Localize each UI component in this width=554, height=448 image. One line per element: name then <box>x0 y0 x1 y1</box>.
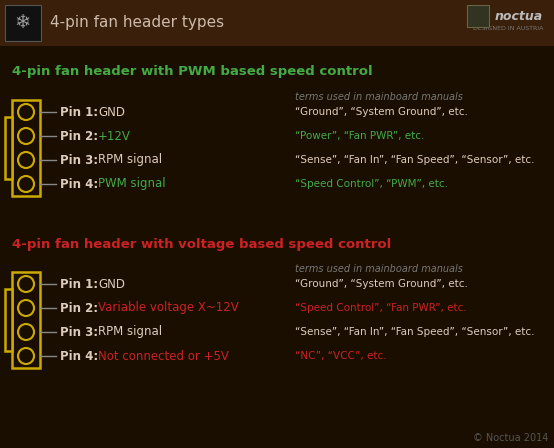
Text: DESIGNED IN AUSTRIA: DESIGNED IN AUSTRIA <box>473 26 543 30</box>
FancyBboxPatch shape <box>5 5 41 41</box>
Text: Pin 4:: Pin 4: <box>60 177 98 190</box>
Text: 4-pin fan header with PWM based speed control: 4-pin fan header with PWM based speed co… <box>12 65 373 78</box>
Text: noctua: noctua <box>495 9 543 22</box>
Circle shape <box>18 324 34 340</box>
Circle shape <box>18 176 34 192</box>
Circle shape <box>18 348 34 364</box>
Circle shape <box>18 152 34 168</box>
Text: +12V: +12V <box>98 129 131 142</box>
FancyBboxPatch shape <box>5 289 12 351</box>
Circle shape <box>18 104 34 120</box>
Text: Variable voltage X~12V: Variable voltage X~12V <box>98 302 239 314</box>
Text: PWM signal: PWM signal <box>98 177 166 190</box>
Text: GND: GND <box>98 105 125 119</box>
Text: 4-pin fan header with voltage based speed control: 4-pin fan header with voltage based spee… <box>12 238 391 251</box>
FancyBboxPatch shape <box>5 117 12 179</box>
Text: terms used in mainboard manuals: terms used in mainboard manuals <box>295 92 463 102</box>
Text: Pin 2:: Pin 2: <box>60 129 98 142</box>
Text: “Speed Control”, “PWM”, etc.: “Speed Control”, “PWM”, etc. <box>295 179 448 189</box>
Text: “Sense”, “Fan In”, “Fan Speed”, “Sensor”, etc.: “Sense”, “Fan In”, “Fan Speed”, “Sensor”… <box>295 327 535 337</box>
FancyBboxPatch shape <box>0 0 554 46</box>
Text: Pin 1:: Pin 1: <box>60 277 98 290</box>
Text: 4-pin fan header types: 4-pin fan header types <box>50 16 224 30</box>
Text: Pin 4:: Pin 4: <box>60 349 98 362</box>
FancyBboxPatch shape <box>12 272 40 368</box>
Text: RPM signal: RPM signal <box>98 154 162 167</box>
Text: Pin 3:: Pin 3: <box>60 326 98 339</box>
Text: “Ground”, “System Ground”, etc.: “Ground”, “System Ground”, etc. <box>295 107 468 117</box>
Text: Pin 3:: Pin 3: <box>60 154 98 167</box>
Text: Pin 1:: Pin 1: <box>60 105 98 119</box>
Text: “Speed Control”, “Fan PWR”, etc.: “Speed Control”, “Fan PWR”, etc. <box>295 303 467 313</box>
Text: GND: GND <box>98 277 125 290</box>
Text: “NC”, “VCC”, etc.: “NC”, “VCC”, etc. <box>295 351 387 361</box>
Text: © Noctua 2014: © Noctua 2014 <box>473 433 548 443</box>
Text: Not connected or +5V: Not connected or +5V <box>98 349 229 362</box>
Text: ❄: ❄ <box>15 13 31 33</box>
Text: “Sense”, “Fan In”, “Fan Speed”, “Sensor”, etc.: “Sense”, “Fan In”, “Fan Speed”, “Sensor”… <box>295 155 535 165</box>
Text: terms used in mainboard manuals: terms used in mainboard manuals <box>295 264 463 274</box>
FancyBboxPatch shape <box>12 100 40 196</box>
Circle shape <box>18 300 34 316</box>
Text: “Ground”, “System Ground”, etc.: “Ground”, “System Ground”, etc. <box>295 279 468 289</box>
Circle shape <box>18 276 34 292</box>
FancyBboxPatch shape <box>467 5 489 27</box>
Circle shape <box>18 128 34 144</box>
Text: “Power”, “Fan PWR”, etc.: “Power”, “Fan PWR”, etc. <box>295 131 424 141</box>
Text: Pin 2:: Pin 2: <box>60 302 98 314</box>
Text: RPM signal: RPM signal <box>98 326 162 339</box>
